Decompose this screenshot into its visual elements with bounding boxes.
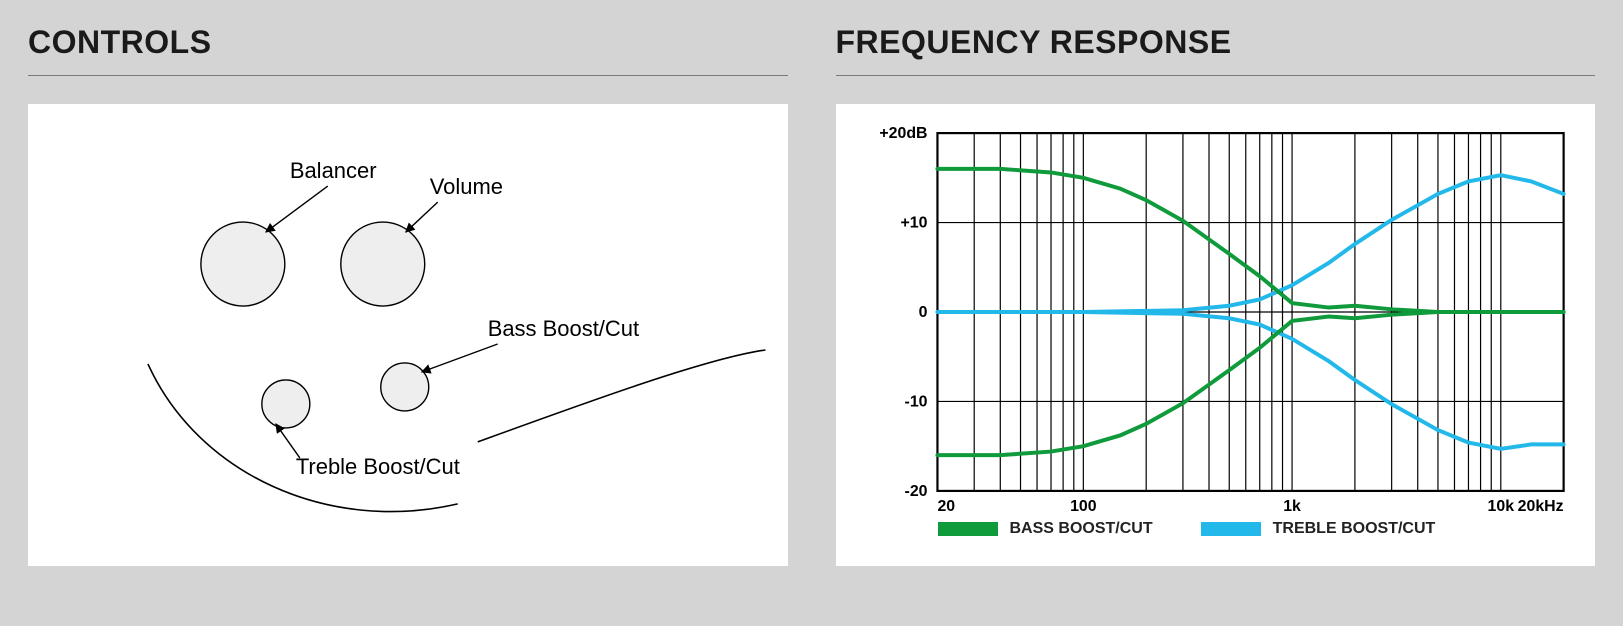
x-tick-label: 20	[937, 498, 955, 514]
frequency-response-section: FREQUENCY RESPONSE +20dB +10 0 -10 -20 20 100 1…	[836, 24, 1596, 566]
x-tick-label: 10k	[1487, 498, 1514, 514]
knob-balancer	[201, 222, 285, 306]
leader-bass	[422, 344, 498, 372]
y-tick-label: -20	[904, 483, 927, 500]
legend-item-bass: BASS BOOST/CUT	[938, 520, 1153, 538]
knob-label-volume: Volume	[430, 174, 503, 199]
controls-section: CONTROLS Balancer Volume Bass Boost/Cut Tre…	[28, 24, 788, 566]
knob-label-bass: Bass Boost/Cut	[488, 316, 639, 341]
leader-volume	[406, 202, 438, 232]
knob-bass	[381, 363, 429, 411]
controls-diagram: Balancer Volume Bass Boost/Cut Treble Boost…	[28, 104, 788, 566]
y-tick-label: 0	[918, 304, 927, 321]
y-tick-label: +20dB	[879, 125, 927, 142]
frequency-response-panel: +20dB +10 0 -10 -20 20 100 1k 10k20kHz BASS BOOS…	[836, 104, 1596, 566]
controls-panel: Balancer Volume Bass Boost/Cut Treble Boost…	[28, 104, 788, 566]
knob-label-balancer: Balancer	[290, 158, 377, 183]
legend-label-bass: BASS BOOST/CUT	[1010, 520, 1153, 538]
legend-label-treble: TREBLE BOOST/CUT	[1273, 520, 1436, 538]
legend-item-treble: TREBLE BOOST/CUT	[1201, 520, 1436, 538]
controls-title: CONTROLS	[28, 24, 788, 61]
frequency-response-title: FREQUENCY RESPONSE	[836, 24, 1596, 61]
knob-treble	[262, 380, 310, 428]
frequency-response-chart: +20dB +10 0 -10 -20 20 100 1k 10k20kHz	[848, 114, 1584, 514]
controls-divider	[28, 75, 788, 76]
frequency-response-divider	[836, 75, 1596, 76]
x-tick-label: 1k	[1283, 498, 1301, 514]
frequency-response-legend: BASS BOOST/CUT TREBLE BOOST/CUT	[848, 520, 1584, 538]
x-tick-label: 100	[1070, 498, 1097, 514]
knob-label-treble: Treble Boost/Cut	[296, 454, 460, 479]
legend-swatch-treble	[1201, 522, 1261, 536]
x-tick-label: 20kHz	[1517, 498, 1563, 514]
legend-swatch-bass	[938, 522, 998, 536]
y-tick-label: -10	[904, 393, 927, 410]
y-tick-label: +10	[900, 215, 927, 232]
leader-treble	[276, 424, 300, 458]
knob-volume	[341, 222, 425, 306]
leader-balancer	[266, 186, 328, 232]
